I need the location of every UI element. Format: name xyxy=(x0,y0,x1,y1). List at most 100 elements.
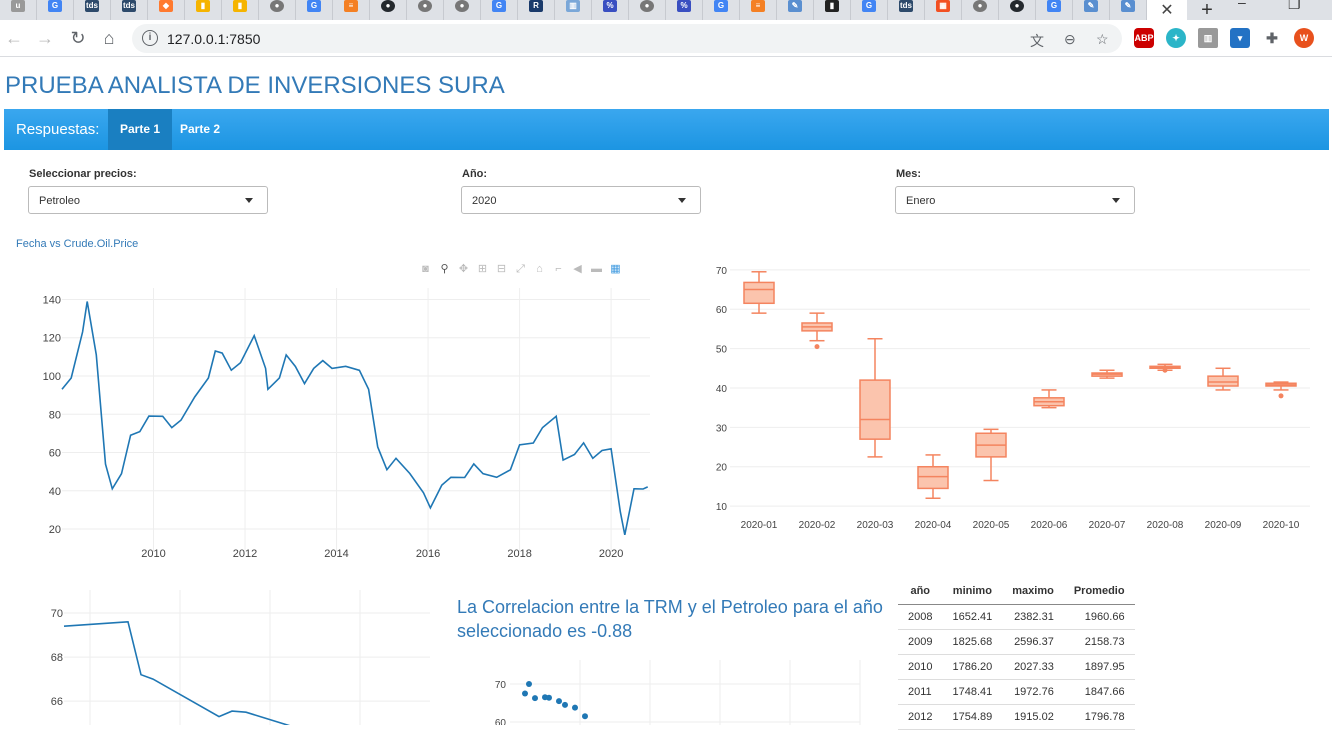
pan-icon[interactable]: ✥ xyxy=(458,263,469,275)
table-cell: 2158.73 xyxy=(1063,629,1135,655)
puzzle-icon[interactable]: ✚ xyxy=(1262,28,1282,48)
browser-tab[interactable]: R xyxy=(518,0,555,20)
browser-tab[interactable]: ▮ xyxy=(222,0,259,20)
zoom-icon[interactable]: ⊖ xyxy=(1064,31,1076,47)
browser-tab[interactable]: ▦ xyxy=(925,0,962,20)
scatter-point xyxy=(526,681,532,687)
browser-tab[interactable]: ● xyxy=(259,0,296,20)
y-tick-label: 60 xyxy=(716,305,728,316)
home-icon[interactable]: ⌂ xyxy=(536,263,543,275)
browser-tab[interactable]: % xyxy=(666,0,703,20)
scatter-point xyxy=(532,695,538,702)
anio-select[interactable]: 2020 xyxy=(461,186,701,214)
browser-tab[interactable]: ≡ xyxy=(333,0,370,20)
close-icon[interactable]: ✕ xyxy=(1160,2,1174,19)
spike-lines-icon[interactable]: ⌐ xyxy=(555,263,562,275)
table-header-row: año minimo maximo Promedio xyxy=(898,579,1135,605)
translate-icon[interactable]: 文 xyxy=(1030,33,1044,49)
box xyxy=(917,465,949,490)
back-icon[interactable]: ← xyxy=(5,28,23,48)
browser-tab[interactable]: G xyxy=(1036,0,1073,20)
browser-tab[interactable]: % xyxy=(592,0,629,20)
tab-parte-1[interactable]: Parte 1 xyxy=(108,109,173,150)
autoscale-icon[interactable]: ⤢ xyxy=(516,263,525,275)
precio-value: Petroleo xyxy=(39,195,80,207)
browser-tab-active[interactable]: ✕ xyxy=(1147,0,1187,20)
browser-tab[interactable]: ● xyxy=(999,0,1036,20)
browser-tab[interactable]: tds xyxy=(74,0,111,20)
browser-tab[interactable]: G xyxy=(481,0,518,20)
browser-tab[interactable]: ▮ xyxy=(814,0,851,20)
adblock-icon[interactable]: ABP xyxy=(1134,28,1154,48)
browser-tab[interactable]: u xyxy=(0,0,37,20)
browser-tab[interactable]: tds xyxy=(111,0,148,20)
outlier-point xyxy=(814,344,820,350)
zoom-out-icon[interactable]: ⊟ xyxy=(496,263,507,275)
scatter-chart[interactable]: 60 70 xyxy=(460,660,880,725)
reader-icon[interactable]: ▥ xyxy=(1198,28,1218,48)
home-icon[interactable]: ⌂ xyxy=(103,28,115,48)
address-bar[interactable]: i 127.0.0.1:7850 文 ⊖ ☆ xyxy=(132,24,1122,53)
line-chart[interactable]: 20 40 60 80 100 120 140 2010 2012 2014 2016 2018 202… xyxy=(0,280,650,580)
trm-line-chart[interactable]: 66 68 70 xyxy=(0,590,440,725)
hover-closest-icon[interactable]: ◀ xyxy=(573,263,582,275)
info-icon[interactable]: i xyxy=(142,30,158,46)
hover-compare-icon[interactable]: ▬ xyxy=(591,263,602,275)
chevron-down-icon xyxy=(1112,198,1120,203)
browser-tab[interactable]: tds xyxy=(888,0,925,20)
y-tick-label: 40 xyxy=(49,486,61,498)
tab-parte-2[interactable]: Parte 2 xyxy=(180,122,221,136)
column-header: maximo xyxy=(1002,579,1064,605)
y-tick-label: 40 xyxy=(716,384,728,395)
chevron-down-icon xyxy=(245,198,253,203)
new-tab-button[interactable]: + xyxy=(1187,0,1227,21)
restore-icon[interactable]: ❐ xyxy=(1288,0,1301,12)
browser-tab[interactable]: ✎ xyxy=(1073,0,1110,20)
minimize-icon[interactable]: ‒ xyxy=(1238,0,1246,10)
table-cell: 2596.37 xyxy=(1002,629,1064,655)
browser-tab[interactable]: ● xyxy=(962,0,999,20)
series-line xyxy=(61,301,649,536)
table-row: 2009 1825.68 2596.37 2158.73 xyxy=(898,629,1135,655)
browser-tab[interactable]: ≡ xyxy=(740,0,777,20)
scatter-point xyxy=(556,698,562,705)
table-cell: 1748.41 xyxy=(942,679,1003,705)
browser-tab[interactable]: ● xyxy=(370,0,407,20)
precio-label: Seleccionar precios: xyxy=(29,168,137,180)
browser-tab[interactable]: ◆ xyxy=(148,0,185,20)
y-tick-label: 80 xyxy=(49,409,61,421)
forward-icon[interactable]: → xyxy=(36,28,54,48)
table-cell: 2010 xyxy=(898,654,943,680)
browser-tab[interactable]: G xyxy=(703,0,740,20)
box-chart[interactable]: 10 20 30 40 50 60 70 2020-01 2020-02 2020-03 2020-… xyxy=(700,250,1320,540)
browser-tab[interactable]: G xyxy=(296,0,333,20)
extension-icon[interactable]: ✦ xyxy=(1166,28,1186,48)
y-tick-label: 60 xyxy=(49,448,61,460)
plus-icon: + xyxy=(1201,0,1213,21)
mes-value: Enero xyxy=(906,195,936,207)
browser-tab[interactable]: G xyxy=(851,0,888,20)
browser-tab[interactable]: ✎ xyxy=(777,0,814,20)
camera-icon[interactable]: ◙ xyxy=(422,263,429,275)
table-cell: 2382.31 xyxy=(1002,604,1064,630)
pocket-icon[interactable]: ▾ xyxy=(1230,28,1250,48)
scatter-point xyxy=(562,701,568,708)
browser-tab[interactable]: ● xyxy=(407,0,444,20)
column-header: minimo xyxy=(942,579,1003,605)
browser-tab[interactable]: ▮ xyxy=(185,0,222,20)
browser-tab[interactable]: ✎ xyxy=(1110,0,1147,20)
table-cell: 1972.76 xyxy=(1002,679,1064,705)
browser-tab[interactable]: ● xyxy=(629,0,666,20)
plotly-logo-icon[interactable]: ▦ xyxy=(610,263,621,275)
browser-tab[interactable]: G xyxy=(37,0,74,20)
browser-tab[interactable]: ● xyxy=(444,0,481,20)
box xyxy=(743,281,775,305)
browser-tab[interactable]: ▥ xyxy=(555,0,592,20)
mes-select[interactable]: Enero xyxy=(895,186,1135,214)
profile-avatar[interactable]: W xyxy=(1294,28,1314,48)
precio-select[interactable]: Petroleo xyxy=(28,186,268,214)
reload-icon[interactable]: ↻ xyxy=(70,28,86,48)
zoom-icon[interactable]: ⚲ xyxy=(440,263,449,275)
bookmark-star-icon[interactable]: ☆ xyxy=(1096,31,1109,47)
zoom-in-icon[interactable]: ⊞ xyxy=(477,263,488,275)
